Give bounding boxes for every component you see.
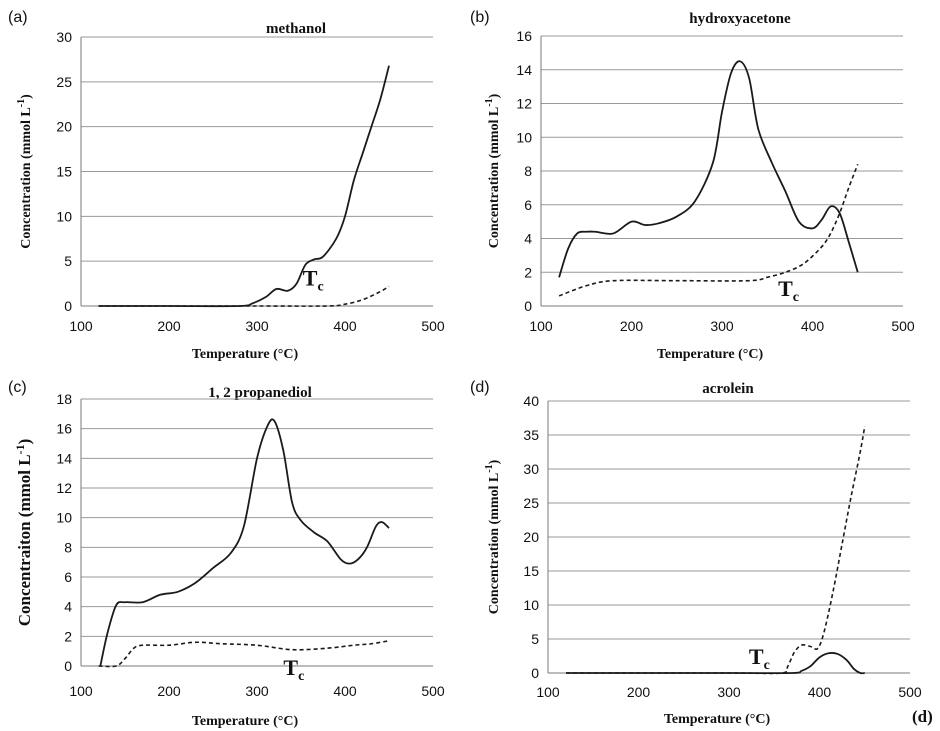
y-tick-label: 25 bbox=[56, 74, 72, 90]
x-tick-label: 200 bbox=[620, 318, 644, 334]
y-axis-label: Concentraiton (mmol L-1) bbox=[13, 439, 34, 627]
panel-d: (d) acrolein 0 5 10 15 20 25 30 35 40 100 200 300 400 5… bbox=[470, 379, 922, 727]
series-line-solid bbox=[98, 65, 390, 308]
panel-c: (c) 1, 2 propanediol 0 2 4 6 8 10 12 14 16 18 100 200… bbox=[8, 379, 445, 729]
y-tick-label: 14 bbox=[516, 62, 532, 78]
panel-b: (b) hydroxyacetone 0 2 4 6 8 10 12 14 16 100 200 300 4… bbox=[470, 9, 915, 362]
y-tick-label: 20 bbox=[56, 119, 72, 135]
x-axis-label: Temperature (°C) bbox=[664, 712, 771, 727]
y-tick-label: 10 bbox=[56, 208, 72, 224]
y-tick-label: 15 bbox=[523, 563, 539, 579]
y-tick-label: 6 bbox=[64, 569, 72, 585]
y-axis-label: Concentration (mmol L-1) bbox=[484, 93, 502, 248]
x-tick-label: 200 bbox=[157, 683, 181, 699]
tc-annotation: Tc bbox=[749, 644, 770, 673]
x-tick-label: 300 bbox=[245, 318, 269, 334]
chart-title: methanol bbox=[266, 21, 326, 37]
y-tick-label: 0 bbox=[524, 298, 532, 314]
panel-letter: (b) bbox=[470, 9, 490, 26]
x-axis-label: Temperature (°C) bbox=[657, 347, 764, 362]
panel-letter: (a) bbox=[8, 9, 28, 26]
tc-annotation: Tc bbox=[283, 655, 304, 684]
y-tick-label: 5 bbox=[64, 253, 72, 269]
x-tick-label: 400 bbox=[333, 683, 357, 699]
y-tick-label: 14 bbox=[56, 450, 72, 466]
y-axis-label: Concentration (mmol L-1) bbox=[16, 94, 34, 249]
y-tick-label: 35 bbox=[523, 427, 539, 443]
y-tick-label: 16 bbox=[56, 421, 72, 437]
x-axis-label: Temperature (°C) bbox=[192, 347, 299, 362]
y-tick-label: 12 bbox=[516, 96, 532, 112]
tc-annotation: Tc bbox=[778, 276, 799, 305]
x-tick-label: 100 bbox=[536, 684, 560, 700]
panel-letter: (d) bbox=[470, 379, 490, 396]
y-tick-label: 15 bbox=[56, 164, 72, 180]
series-line-solid bbox=[558, 60, 859, 278]
y-tick-label: 4 bbox=[64, 599, 72, 615]
y-tick-label: 8 bbox=[524, 163, 532, 179]
panel-letter: (c) bbox=[8, 379, 27, 396]
y-tick-label: 30 bbox=[56, 29, 72, 45]
y-axis-label: Concentration (mmol L-1) bbox=[484, 459, 502, 614]
y-tick-label: 25 bbox=[523, 495, 539, 511]
y-tick-label: 8 bbox=[64, 539, 72, 555]
chart-title: 1, 2 propanediol bbox=[208, 385, 312, 401]
x-tick-label: 100 bbox=[69, 318, 93, 334]
x-tick-label: 400 bbox=[801, 318, 825, 334]
x-tick-label: 100 bbox=[69, 683, 93, 699]
x-tick-label: 200 bbox=[157, 318, 181, 334]
series-line-dashed bbox=[566, 426, 866, 675]
y-tick-label: 2 bbox=[64, 628, 72, 644]
series-line-solid bbox=[566, 652, 865, 675]
x-tick-label: 500 bbox=[421, 318, 445, 334]
y-tick-label: 40 bbox=[523, 393, 539, 409]
y-tick-label: 0 bbox=[531, 665, 539, 681]
x-tick-label: 200 bbox=[627, 684, 651, 700]
y-tick-label: 20 bbox=[523, 529, 539, 545]
series-line-dashed bbox=[98, 639, 390, 668]
x-tick-label: 300 bbox=[710, 318, 734, 334]
y-tick-label: 18 bbox=[56, 391, 72, 407]
y-tick-label: 10 bbox=[56, 510, 72, 526]
figure-label: (d) bbox=[912, 707, 933, 726]
x-axis-label: Temperature (°C) bbox=[192, 714, 299, 729]
series-line-solid bbox=[99, 418, 390, 667]
x-tick-label: 500 bbox=[421, 683, 445, 699]
y-tick-label: 2 bbox=[524, 264, 532, 280]
panel-a: (a) methanol 0 5 10 15 20 25 30 100 200 300 400 500 Te… bbox=[8, 9, 445, 362]
x-tick-label: 500 bbox=[891, 318, 915, 334]
y-tick-label: 30 bbox=[523, 461, 539, 477]
y-tick-label: 12 bbox=[56, 480, 72, 496]
y-tick-label: 6 bbox=[524, 197, 532, 213]
series-line-dashed bbox=[558, 163, 859, 297]
chart-title: acrolein bbox=[702, 381, 754, 397]
x-tick-label: 400 bbox=[808, 684, 832, 700]
y-tick-label: 0 bbox=[64, 298, 72, 314]
tc-annotation: Tc bbox=[303, 265, 324, 294]
x-tick-label: 100 bbox=[529, 318, 553, 334]
y-tick-label: 16 bbox=[516, 28, 532, 44]
series-line-dashed bbox=[98, 285, 390, 307]
y-tick-label: 5 bbox=[531, 631, 539, 647]
y-tick-label: 10 bbox=[516, 129, 532, 145]
y-tick-label: 10 bbox=[523, 597, 539, 613]
x-tick-label: 400 bbox=[333, 318, 357, 334]
y-tick-label: 4 bbox=[524, 231, 532, 247]
x-tick-label: 500 bbox=[898, 684, 922, 700]
x-tick-label: 300 bbox=[245, 683, 269, 699]
x-tick-label: 300 bbox=[717, 684, 741, 700]
chart-title: hydroxyacetone bbox=[689, 11, 791, 27]
y-tick-label: 0 bbox=[64, 658, 72, 674]
